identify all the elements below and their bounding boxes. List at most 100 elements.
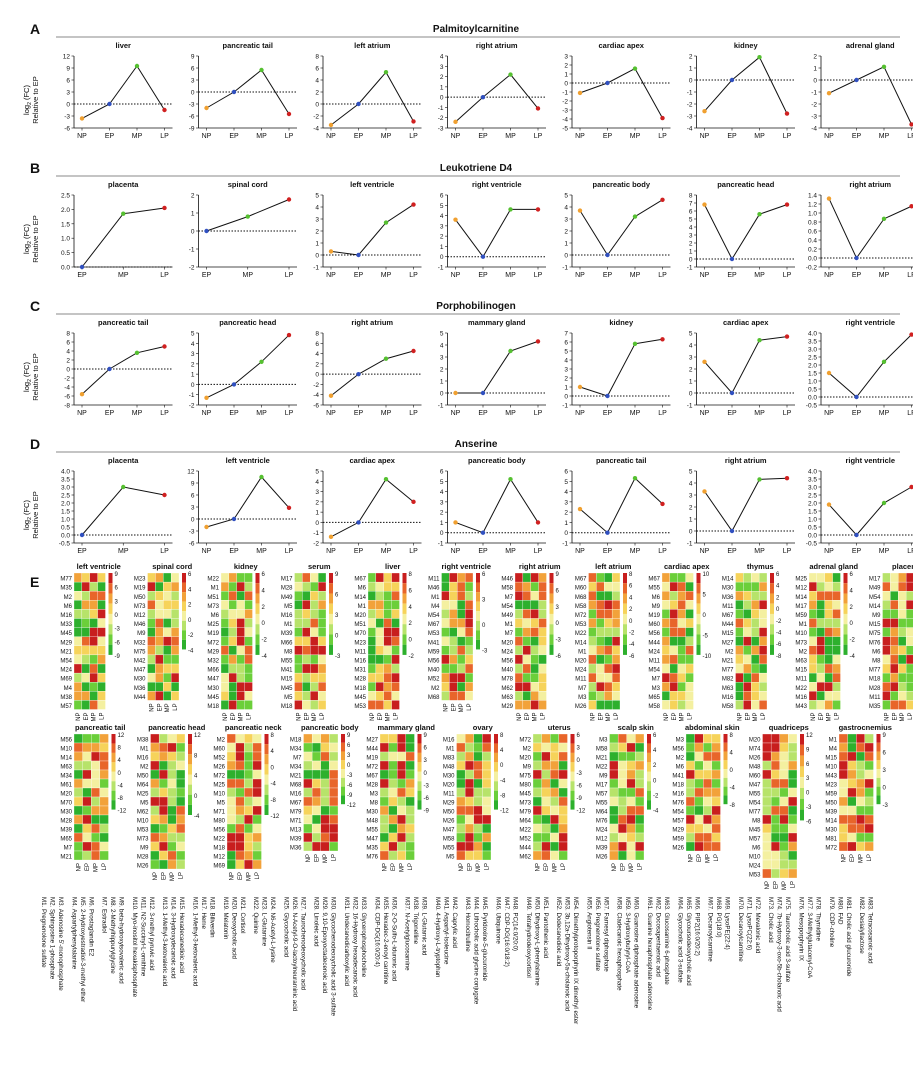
heatmap-cell (890, 581, 899, 592)
heatmap-cell (905, 663, 913, 674)
row-label: M25 (213, 783, 225, 789)
panel-title: Anserine (455, 439, 498, 450)
heatmap-cell (235, 859, 245, 870)
heatmap-cell (538, 645, 547, 656)
y-tick-label: 1.0 (808, 517, 817, 524)
column-label: NP (149, 703, 155, 711)
y-tick-label: -6 (64, 394, 70, 401)
heatmap-cell (252, 796, 262, 807)
colorbar-segment (402, 593, 407, 604)
heatmap-cell (905, 700, 913, 710)
heatmap-cell (294, 663, 303, 674)
heatmap-cell (685, 691, 694, 701)
heatmap-cell (635, 841, 645, 852)
legend-entry: M11. N2-Succinyl-L-ornithine (139, 897, 146, 977)
heatmap-cell (99, 778, 109, 789)
y-tick-label: 5 (689, 331, 693, 338)
row-label: M28 (137, 855, 149, 861)
heatmap-cell (464, 769, 474, 780)
data-point-mp (757, 477, 762, 482)
heatmap-title: spinal cord (152, 562, 192, 571)
heatmap-cell (220, 572, 230, 583)
colorbar-label: 6 (883, 751, 887, 757)
heatmap-cell (294, 600, 303, 610)
y-tick-label: 3.5 (808, 477, 817, 484)
row-label: M60 (749, 774, 761, 780)
heatmap-cell (898, 618, 907, 628)
data-point-ep (356, 520, 361, 525)
data-point-mp (881, 216, 887, 222)
heatmap-cell (244, 859, 254, 870)
row-label: M45 (749, 828, 761, 834)
heatmap-cell (482, 751, 492, 762)
heatmap-cell (762, 751, 772, 762)
row-label: M21 (722, 659, 734, 665)
row-label: M53 (428, 631, 440, 637)
heatmap-title: kidney (234, 562, 259, 571)
row-label: M52 (428, 677, 440, 683)
heatmap-cell (91, 760, 101, 771)
heatmap-cell (311, 778, 321, 789)
legend-entry: M14. 3-Hydroxydecanoic acid (170, 897, 177, 979)
colorbar-label: -4 (271, 782, 277, 788)
heatmap-cell (244, 796, 254, 807)
heatmap-cell (89, 600, 98, 610)
row-label: M47 (207, 677, 219, 683)
heatmap-cell (375, 654, 384, 665)
heatmap-cell (244, 805, 254, 816)
heatmap-cell (311, 751, 321, 762)
heatmap-cell (735, 700, 744, 710)
heatmap-cell (228, 663, 237, 674)
heatmap-cell (158, 751, 168, 762)
row-label: M53 (354, 704, 366, 710)
row-label: M6 (676, 765, 685, 771)
series-line (828, 486, 912, 536)
row-label: M57 (672, 819, 684, 825)
panel-letter: C (30, 298, 40, 314)
heatmap-cell (532, 742, 542, 753)
heatmap-cell (150, 742, 160, 753)
colorbar-segment (876, 742, 881, 752)
heatmap-cell (244, 841, 254, 852)
heatmap-cell (832, 645, 841, 656)
heatmap-cell (762, 814, 772, 825)
row-label: M56 (672, 747, 684, 753)
x-tick-label: MP (505, 133, 516, 140)
heatmap-right-ventricle: right ventricleM11M46M1M4M54M67M53M41M59… (428, 562, 491, 712)
y-axis-label-rest: (FC) (22, 224, 31, 242)
heatmap-cell (379, 796, 389, 807)
y-tick-label: 2 (66, 358, 70, 365)
colorbar-label: 8 (500, 733, 504, 739)
heatmap-title: pancreatic body (301, 723, 359, 732)
row-label: M9 (599, 774, 608, 780)
heatmap-cell (405, 814, 415, 825)
row-label: M26 (443, 819, 455, 825)
heatmap-cell (147, 645, 156, 656)
data-point-np (453, 217, 458, 222)
row-label: M56 (648, 631, 660, 637)
heatmap-cell (762, 796, 772, 807)
data-point-mp (121, 484, 126, 490)
colorbar-label: -6 (629, 654, 635, 660)
column-label: EP (697, 854, 703, 862)
heatmap-cell (320, 769, 330, 780)
data-point-lp (909, 332, 913, 337)
heatmap-cell (661, 672, 671, 683)
row-label: M59 (795, 613, 807, 619)
colorbar-segment (264, 784, 269, 795)
row-label: M64 (519, 819, 531, 825)
heatmap-cell (847, 841, 857, 852)
row-label: M36 (290, 846, 302, 852)
row-label: M9 (872, 613, 881, 619)
heatmap-cell (611, 627, 621, 637)
heatmap-cell (905, 691, 913, 701)
row-label: M13 (290, 828, 302, 834)
y-tick-label: -2 (313, 114, 319, 121)
heatmap-cell (170, 691, 180, 701)
heatmap-cell (824, 645, 833, 656)
heatmap-cell (604, 581, 613, 592)
colorbar-segment (341, 777, 345, 787)
x-tick-label: LP (534, 548, 543, 555)
heatmap-title: scalp skin (618, 723, 655, 732)
